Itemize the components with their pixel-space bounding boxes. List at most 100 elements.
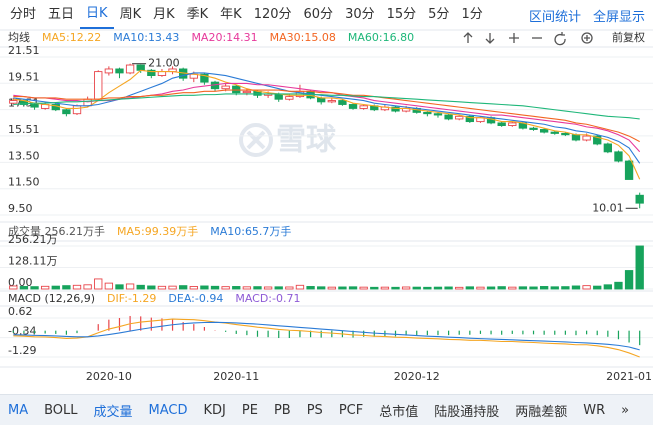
y-tick-label: 256.21万: [8, 233, 58, 246]
volume-bar: [348, 286, 358, 290]
candle-body: [30, 104, 39, 108]
volume-bar: [189, 286, 198, 290]
indicator-tab[interactable]: 陆股通持股: [434, 405, 500, 420]
candle-body: [455, 115, 464, 120]
candle-body: [465, 115, 474, 123]
volume-bar: [9, 285, 18, 290]
volume-bar: [263, 286, 273, 290]
indicator-tab[interactable]: »: [621, 403, 630, 418]
volume-bar: [412, 286, 421, 290]
macd-line: [13, 321, 640, 351]
indicator-tab[interactable]: PS: [306, 403, 323, 418]
period-tab[interactable]: 60分: [303, 7, 334, 22]
indicator-tab[interactable]: PB: [273, 403, 291, 418]
candle-body: [497, 122, 506, 126]
candle-body: [423, 111, 432, 115]
candle-body: [635, 194, 644, 204]
legend-label: MA30:15.08: [270, 31, 336, 44]
volume-bar: [200, 285, 209, 290]
period-tab[interactable]: 周K: [119, 7, 142, 22]
tool-button[interactable]: 区间统计: [528, 9, 581, 25]
period-tab[interactable]: 月K: [153, 7, 175, 22]
y-tick-label: 11.50: [8, 176, 40, 189]
period-tab[interactable]: 30分: [345, 7, 375, 22]
indicator-tab[interactable]: PE: [241, 403, 258, 418]
volume-bar: [72, 284, 82, 290]
legend-label: 均线: [8, 30, 30, 44]
candle-body: [136, 64, 145, 71]
period-tabs: 分时 五日 日K 周K 月K 季K 年K 120分 60分 30分 15分 5分 1分: [4, 0, 489, 30]
candle-body: [83, 98, 92, 107]
y-tick-label: 21.51: [8, 44, 40, 57]
indicator-tab[interactable]: WR: [583, 403, 606, 418]
ma-line: [13, 69, 641, 180]
period-tab[interactable]: 120分: [253, 7, 292, 22]
indicator-tab[interactable]: PCF: [338, 403, 364, 418]
volume-bar: [423, 286, 432, 290]
period-tab[interactable]: 五日: [48, 7, 75, 22]
indicator-tab[interactable]: BOLL: [44, 403, 78, 418]
candle-body: [444, 114, 453, 120]
volume-bar: [359, 286, 368, 290]
chart: 雪球 均线 MA5:12.22 MA10:13.43 MA20:14.31 MA30:15…: [0, 29, 653, 383]
volume-bar: [539, 286, 549, 290]
period-tab[interactable]: 年K: [220, 7, 242, 22]
period-tab[interactable]: 5分: [428, 7, 450, 22]
volume-bar: [571, 285, 581, 290]
volume-bar: [94, 278, 103, 290]
volume-bar: [285, 286, 294, 290]
indicator-tabs: MA BOLL 成交量 MACD KDJ PE PB PS PCF 总市值 陆股通持股 两融差额 WR »: [0, 394, 653, 425]
volume-bar: [391, 286, 400, 290]
volume-bar: [614, 281, 623, 290]
indicator-tab[interactable]: 成交量: [93, 405, 133, 420]
period-tab[interactable]: 1分: [461, 7, 483, 22]
candle-body: [539, 129, 549, 133]
candle-body: [359, 105, 368, 109]
candle-body: [603, 143, 613, 153]
indicator-tab[interactable]: 总市值: [379, 405, 419, 420]
candle-body: [327, 100, 336, 103]
max-label: 21.00: [148, 57, 180, 70]
ma-line: [13, 89, 640, 143]
candle-body: [115, 68, 124, 74]
volume-bar: [19, 286, 29, 290]
candle-body: [550, 131, 559, 134]
period-tab[interactable]: 15分: [386, 7, 417, 22]
volume-bar: [508, 286, 517, 290]
volume-bar: [115, 284, 124, 290]
volume-bar: [232, 286, 241, 290]
volume-bar: [401, 286, 411, 290]
candle-body: [433, 113, 443, 116]
volume-bar: [603, 284, 613, 290]
legend-label: MACD (12,26,9): [8, 292, 95, 305]
toolbar-icons[interactable]: [463, 32, 593, 46]
legend-label: DEA:-0.94: [168, 292, 223, 305]
min-label: 10.01: [592, 201, 624, 214]
indicator-tab[interactable]: MA: [8, 403, 29, 418]
period-tab[interactable]: 日K: [80, 1, 114, 29]
volume-bar: [593, 285, 602, 290]
x-tick-label: 2020-11: [213, 370, 259, 383]
candle-body: [317, 97, 326, 103]
volume-bar: [497, 286, 506, 290]
candle-body: [571, 134, 581, 141]
volume-bar: [624, 270, 634, 290]
watermark-text: 雪球: [276, 123, 337, 158]
x-tick-label: 2020-10: [86, 370, 132, 383]
tool-button[interactable]: 全屏显示: [592, 9, 645, 25]
period-tab[interactable]: 分时: [10, 7, 37, 22]
indicator-tab[interactable]: MACD: [148, 403, 188, 418]
candle-body: [62, 109, 71, 115]
candle-body: [582, 135, 591, 141]
volume-bar: [444, 286, 453, 290]
candle-body: [561, 132, 570, 136]
candle-body: [232, 85, 241, 94]
volume-bar: [30, 286, 39, 290]
indicator-tab[interactable]: KDJ: [203, 403, 226, 418]
period-tab[interactable]: 季K: [186, 7, 209, 22]
indicator-tab[interactable]: 两融差额: [515, 405, 568, 420]
tools: 区间统计 全屏显示: [517, 0, 645, 30]
candle-body: [508, 122, 517, 126]
volume-bar: [136, 284, 145, 290]
volume-bar: [168, 285, 177, 290]
